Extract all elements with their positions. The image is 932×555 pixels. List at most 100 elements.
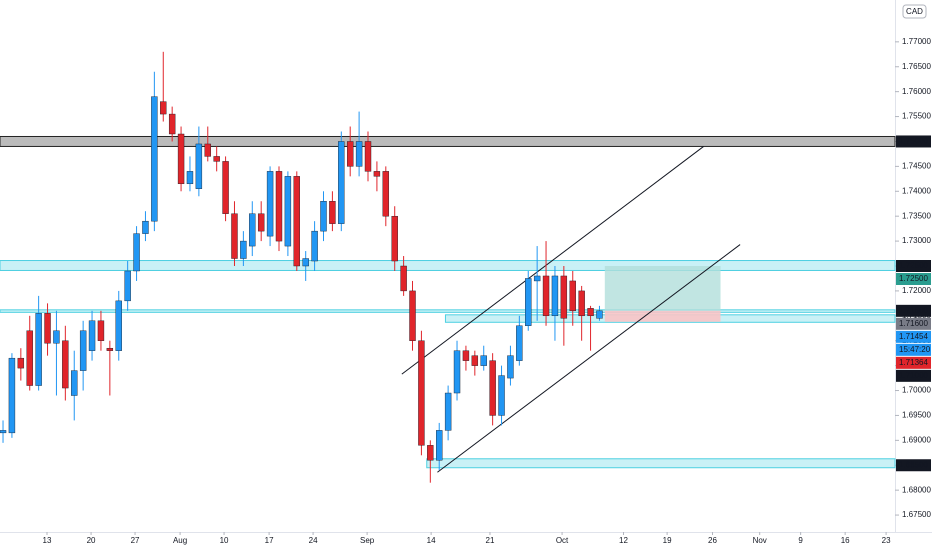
x-tick-label: 16 xyxy=(841,536,850,545)
y-tick-label: 1.69000 xyxy=(902,435,931,444)
price-label-text: 1.71364 xyxy=(899,358,928,367)
candle-body xyxy=(195,143,203,189)
candle-body xyxy=(302,258,309,267)
zone xyxy=(0,309,896,313)
candle-body xyxy=(311,230,318,262)
price-label-text: 1.72500 xyxy=(899,274,928,283)
candle-body xyxy=(578,290,585,317)
candle-body xyxy=(231,213,238,259)
price-label xyxy=(896,369,931,382)
candle-body xyxy=(213,156,220,162)
candle-body xyxy=(409,290,416,341)
price-label xyxy=(896,304,931,317)
y-tick-label: 1.74500 xyxy=(902,161,931,170)
candle-body xyxy=(391,215,398,262)
y-tick-label: 1.73000 xyxy=(902,236,931,245)
candle-body xyxy=(364,141,372,172)
candle-body xyxy=(106,347,114,351)
x-tick-label: 10 xyxy=(220,536,229,545)
price-label-text: 1.71600 xyxy=(899,306,928,315)
x-tick-label: 20 xyxy=(87,536,96,545)
countdown: 15:47:20 xyxy=(899,345,931,354)
candle-body xyxy=(97,320,105,341)
stop-zone xyxy=(604,310,721,322)
x-tick-label: Nov xyxy=(753,536,767,545)
price-label xyxy=(896,260,931,272)
candle-body xyxy=(382,171,390,217)
candle-body xyxy=(516,325,523,361)
candle-body xyxy=(204,143,211,157)
candle-body xyxy=(355,141,363,167)
x-tick-label: 27 xyxy=(131,536,140,545)
candle-body xyxy=(133,233,140,272)
candle-body xyxy=(62,340,69,389)
price-label xyxy=(896,273,931,285)
zone xyxy=(0,135,896,147)
x-tick-label: Aug xyxy=(173,536,187,545)
countdown-box xyxy=(896,343,931,356)
candle-body xyxy=(115,300,122,351)
candle-body xyxy=(177,133,185,185)
candle-body xyxy=(284,176,292,247)
trendline xyxy=(437,244,741,473)
candle-body xyxy=(186,171,194,185)
candle-body xyxy=(222,161,229,214)
candle-body xyxy=(160,101,167,115)
candle-body xyxy=(79,330,87,371)
x-tick-label: 23 xyxy=(882,536,891,545)
currency-badge[interactable] xyxy=(902,4,927,19)
price-label xyxy=(896,330,931,343)
price-label-text: 1.71600 xyxy=(899,319,928,328)
candle-body xyxy=(17,357,25,369)
candle-body xyxy=(373,171,381,177)
y-tick-label: 1.76500 xyxy=(902,62,931,71)
candle-body xyxy=(124,270,131,302)
candle-body xyxy=(257,213,265,232)
y-tick-label: 1.77000 xyxy=(902,37,931,46)
candle-body xyxy=(507,355,514,379)
y-tick-label: 1.72000 xyxy=(902,286,931,295)
candle-body xyxy=(249,213,256,247)
y-tick-label: 1.67500 xyxy=(902,510,931,519)
zone xyxy=(0,260,896,271)
candle-body xyxy=(275,171,283,242)
x-tick-label: 19 xyxy=(663,536,672,545)
candle-body xyxy=(44,313,51,344)
candle-body xyxy=(293,176,300,267)
x-tick-label: 9 xyxy=(798,536,803,545)
x-tick-label: Sep xyxy=(360,536,375,545)
candle-body xyxy=(142,220,149,234)
x-tick-label: 14 xyxy=(427,536,436,545)
x-tick-label: 26 xyxy=(708,536,717,545)
candle-body xyxy=(462,350,470,361)
price-label-text: 1.71454 xyxy=(899,332,928,341)
price-label xyxy=(896,135,931,148)
candle-body xyxy=(0,430,7,434)
candle-body xyxy=(560,275,568,319)
candle-body xyxy=(533,275,541,282)
candle-body xyxy=(453,350,461,394)
candle-body xyxy=(587,308,594,317)
candle-body xyxy=(498,375,505,416)
trendline xyxy=(401,146,704,375)
y-tick-label: 1.70000 xyxy=(902,386,931,395)
candle-body xyxy=(338,141,345,224)
candle-body xyxy=(480,355,487,366)
price-label-text: 1.71000 xyxy=(899,371,928,380)
candle-body xyxy=(427,445,434,461)
candle-body xyxy=(168,113,176,135)
candle-body xyxy=(596,310,603,319)
x-tick-label: 21 xyxy=(486,536,495,545)
y-tick-label: 1.73500 xyxy=(902,211,931,220)
y-tick-label: 1.74000 xyxy=(902,186,931,195)
candle-body xyxy=(347,141,354,167)
candle-body xyxy=(551,275,559,317)
price-label-text: 1.75000 xyxy=(899,137,928,146)
price-label-text: 1.72500 xyxy=(899,261,928,270)
candle-body xyxy=(471,355,479,366)
candle-body xyxy=(418,340,425,446)
price-label xyxy=(896,356,931,369)
x-tick-label: Oct xyxy=(556,536,569,545)
candle-body xyxy=(71,370,78,396)
y-tick-label: 1.69500 xyxy=(902,411,931,420)
